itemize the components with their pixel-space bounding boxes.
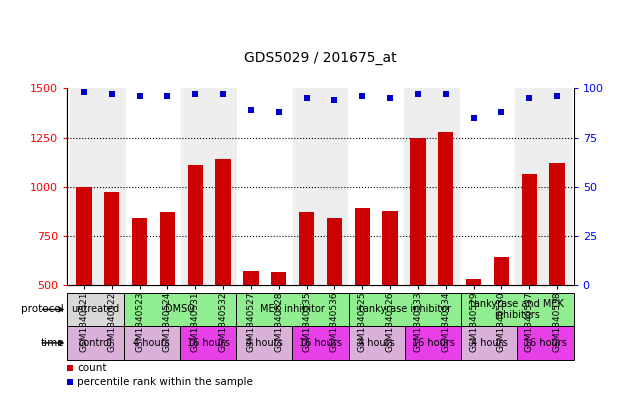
Text: count: count — [78, 364, 107, 373]
Bar — [517, 326, 574, 360]
Text: 4 hours: 4 hours — [133, 338, 170, 348]
Text: DMSO: DMSO — [165, 305, 195, 314]
Bar — [67, 293, 124, 326]
Bar — [293, 88, 348, 285]
Text: 16 hours: 16 hours — [524, 338, 567, 348]
Bar — [461, 293, 574, 326]
Text: 16 hours: 16 hours — [299, 338, 342, 348]
Text: untreated: untreated — [71, 305, 119, 314]
Bar — [237, 88, 293, 285]
Bar — [549, 163, 565, 285]
Bar — [271, 272, 287, 285]
Bar — [461, 326, 517, 360]
Bar — [124, 326, 180, 360]
Text: protocol: protocol — [21, 305, 64, 314]
Bar — [104, 191, 119, 285]
Text: control: control — [79, 338, 112, 348]
Bar — [70, 88, 126, 285]
Bar — [494, 257, 509, 285]
Bar — [354, 208, 370, 285]
Text: tankyrase inhibitor: tankyrase inhibitor — [359, 305, 451, 314]
Bar — [132, 218, 147, 285]
Bar — [76, 187, 92, 285]
Bar — [349, 293, 461, 326]
Bar — [188, 165, 203, 285]
Text: tankyrase and MEK
inhibitors: tankyrase and MEK inhibitors — [470, 299, 564, 320]
Bar — [348, 88, 404, 285]
Bar — [515, 88, 571, 285]
Bar — [438, 132, 453, 285]
Bar — [180, 326, 236, 360]
Text: 4 hours: 4 hours — [246, 338, 283, 348]
Bar — [244, 271, 258, 285]
Bar — [215, 159, 231, 285]
Bar — [404, 88, 460, 285]
Bar — [410, 138, 426, 285]
Bar — [405, 326, 461, 360]
Bar — [299, 212, 314, 285]
Text: MEK inhibitor: MEK inhibitor — [260, 305, 325, 314]
Text: 16 hours: 16 hours — [412, 338, 454, 348]
Text: 4 hours: 4 hours — [471, 338, 508, 348]
Bar — [181, 88, 237, 285]
Bar — [383, 211, 397, 285]
Bar — [126, 88, 181, 285]
Text: GDS5029 / 201675_at: GDS5029 / 201675_at — [244, 51, 397, 65]
Text: time: time — [40, 338, 64, 348]
Text: 16 hours: 16 hours — [187, 338, 229, 348]
Bar — [466, 279, 481, 285]
Bar — [292, 326, 349, 360]
Bar — [236, 293, 349, 326]
Bar — [327, 218, 342, 285]
Bar — [460, 88, 515, 285]
Bar — [67, 326, 124, 360]
Bar — [124, 293, 236, 326]
Bar — [522, 174, 537, 285]
Bar — [349, 326, 405, 360]
Text: 4 hours: 4 hours — [358, 338, 395, 348]
Text: percentile rank within the sample: percentile rank within the sample — [78, 377, 253, 387]
Bar — [236, 326, 292, 360]
Bar — [160, 212, 175, 285]
